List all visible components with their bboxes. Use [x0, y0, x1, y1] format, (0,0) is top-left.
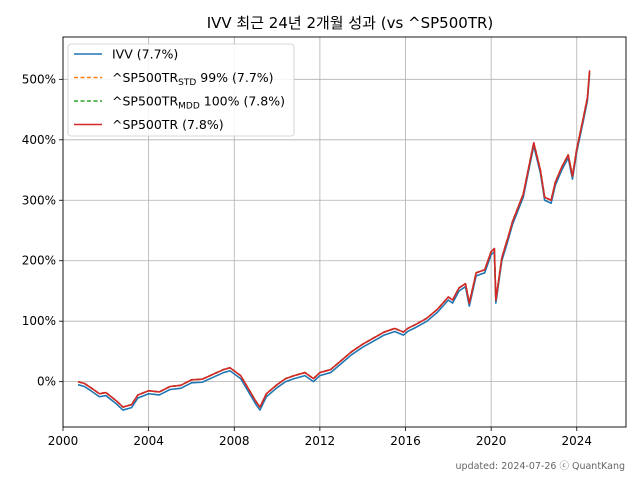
y-tick-label: 0%	[37, 375, 56, 389]
y-tick-label: 500%	[22, 72, 56, 86]
y-tick-label: 100%	[22, 314, 56, 328]
y-tick-label: 400%	[22, 133, 56, 147]
chart-title: IVV 최근 24년 2개월 성과 (vs ^SP500TR)	[207, 14, 494, 32]
legend-label: IVV (7.7%)	[112, 47, 178, 62]
legend-label: ^SP500TR (7.8%)	[112, 117, 224, 132]
legend-box	[67, 43, 295, 137]
y-tick-label: 300%	[22, 193, 56, 207]
y-tick-label: 200%	[22, 254, 56, 268]
legend-label: ^SP500TRMDD 100% (7.8%)	[112, 94, 285, 112]
x-tick-label: 2004	[133, 434, 164, 448]
x-tick-label: 2012	[305, 434, 336, 448]
series-layer	[77, 70, 591, 411]
x-tick-label: 2008	[219, 434, 250, 448]
tick-layer: 2000 2004 2008 2012 2016 2020 2024 0% 100% 200% 30…	[22, 72, 592, 448]
x-tick-label: 2000	[48, 434, 79, 448]
plot-frame	[62, 36, 627, 428]
series-line-4	[77, 70, 591, 408]
x-tick-label: 2016	[390, 434, 421, 448]
credit-text: updated: 2024-07-26 ⓒ QuantKang	[456, 461, 625, 472]
legend: IVV (7.7%) ^SP500TRSTD 99% (7.7%) ^SP500TR…	[67, 43, 295, 137]
x-tick-label: 2024	[561, 434, 592, 448]
x-tick-label: 2020	[476, 434, 507, 448]
legend-label: ^SP500TRSTD 99% (7.7%)	[112, 70, 274, 88]
